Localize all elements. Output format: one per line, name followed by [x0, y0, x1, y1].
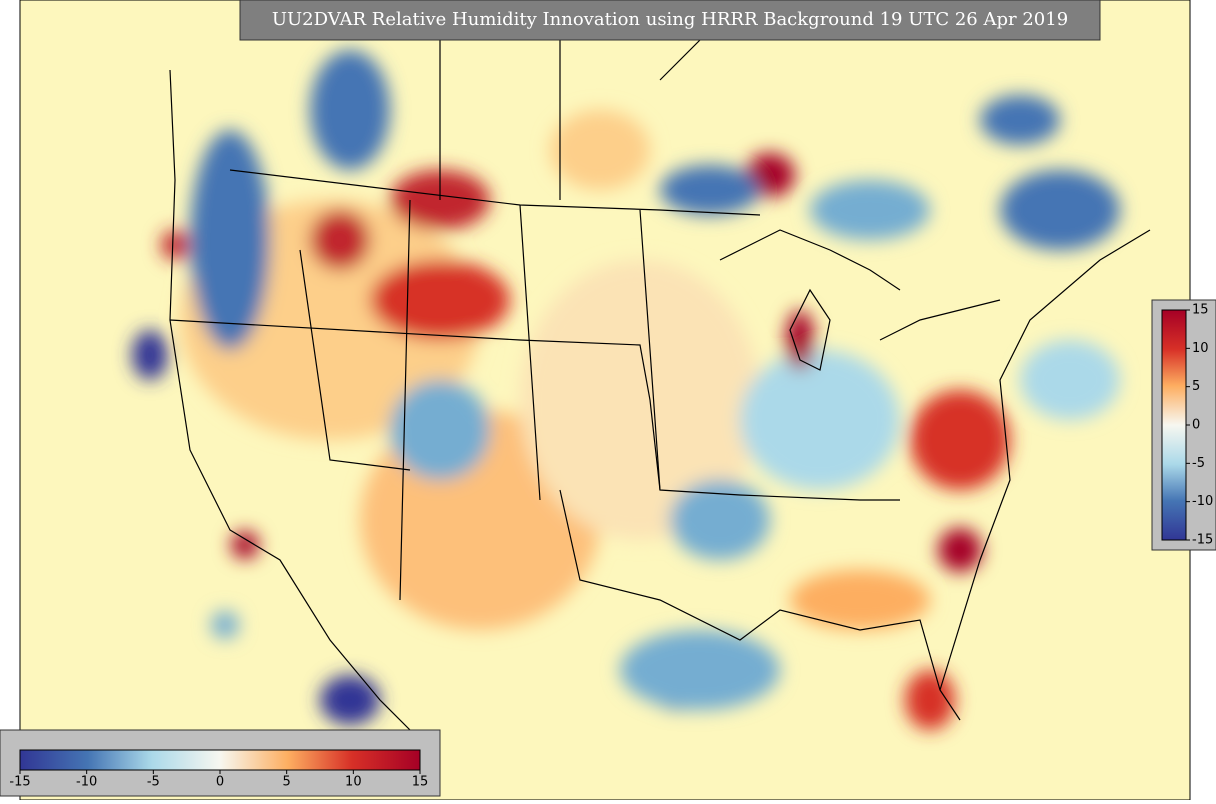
colorbar-tick-label: 10 — [345, 775, 362, 790]
colorbar-tick-label: -10 — [1192, 494, 1213, 509]
map-title: UU2DVAR Relative Humidity Innovation usi… — [272, 9, 1068, 30]
colorbar — [19, 749, 421, 771]
title-box — [239, 0, 1101, 41]
map — [20, 0, 1190, 800]
colorbar-tick-label: -15 — [1192, 533, 1213, 548]
colorbar-tick-label: 10 — [1192, 341, 1209, 356]
colorbar-tick-label: 0 — [1192, 418, 1200, 433]
colorbar-tick-label: -15 — [9, 775, 30, 790]
colorbar-tick-label: -5 — [147, 775, 160, 790]
colorbar-tick-label: 5 — [283, 775, 291, 790]
colorbar-tick-label: 0 — [216, 775, 224, 790]
colorbar-tick-label: 15 — [412, 775, 429, 790]
colorbar-tick-label: -5 — [1192, 456, 1205, 471]
colorbar-tick-label: 5 — [1192, 379, 1200, 394]
colorbar-tick-label: -10 — [76, 775, 97, 790]
colorbar-tick-label: 15 — [1192, 303, 1209, 318]
colorbar — [1161, 309, 1187, 541]
boundaries — [169, 0, 1151, 741]
